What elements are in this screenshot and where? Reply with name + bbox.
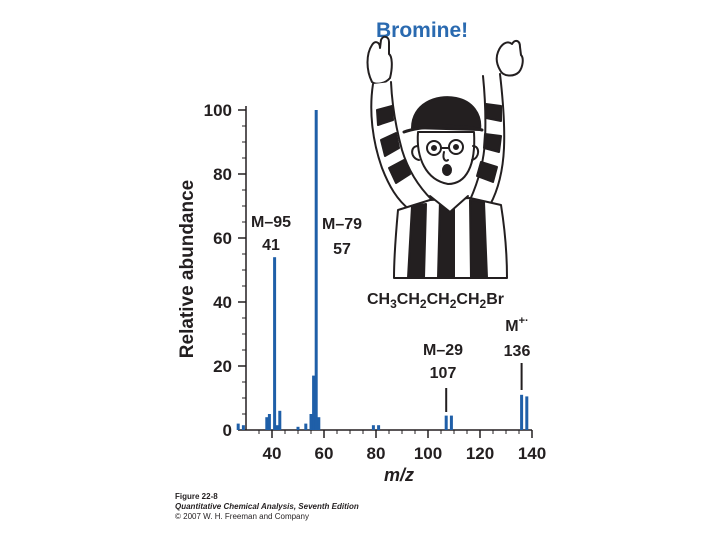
x-tick-label: 40: [263, 444, 282, 463]
spectrum-bar: [377, 425, 381, 430]
y-tick-label: 40: [213, 293, 232, 312]
figure-caption: Figure 22-8 Quantitative Chemical Analys…: [175, 492, 359, 522]
y-tick-label: 100: [204, 101, 232, 120]
y-axis-label: Relative abundance: [177, 180, 198, 358]
annotation-label: M–79: [322, 216, 362, 233]
peak-annotations: M–95 41 M–79 57 M–29 107 M+· 136: [251, 214, 530, 412]
x-tick-label: 120: [466, 444, 494, 463]
book-title: Quantitative Chemical Analysis, Seventh …: [175, 502, 359, 511]
y-ticks: 0 20 40 60 80 100: [204, 101, 246, 440]
figure-number: Figure 22-8: [175, 492, 218, 501]
y-tick-label: 80: [213, 165, 232, 184]
spectrum-bar: [304, 423, 308, 430]
spectrum-bar: [444, 415, 448, 430]
spectrum-bar: [317, 417, 321, 430]
spectrum-bar: [525, 396, 529, 430]
spectrum-bar: [309, 414, 313, 430]
x-tick-label: 100: [414, 444, 442, 463]
annotation-label: M–29: [423, 342, 463, 359]
x-ticks: 40 60 80 100 120 140: [258, 430, 546, 463]
spectrum-bar: [236, 423, 240, 430]
spectrum-bar: [275, 425, 279, 430]
annotation-mz: 57: [333, 241, 351, 258]
y-tick-label: 20: [213, 357, 232, 376]
bar-series: [236, 110, 529, 430]
x-axis-label: m/z: [384, 465, 414, 485]
referee-illustration: [366, 35, 524, 279]
y-tick-label: 0: [223, 421, 232, 440]
spectrum-bar: [449, 415, 453, 430]
y-tick-label: 60: [213, 229, 232, 248]
x-tick-label: 80: [367, 444, 386, 463]
annotation-mz: 107: [430, 365, 457, 382]
spectrum-bar: [371, 425, 375, 430]
x-tick-label: 140: [518, 444, 546, 463]
spectrum-bar: [314, 110, 318, 430]
spectrum-bar: [241, 425, 245, 430]
spectrum-bar: [312, 375, 316, 430]
spectrum-bar: [265, 417, 269, 430]
annotation-mz: 41: [262, 237, 280, 254]
spectrum-bar: [267, 414, 271, 430]
annotation-label: M–95: [251, 214, 291, 231]
x-tick-label: 60: [315, 444, 334, 463]
spectrum-bar: [273, 257, 277, 430]
annotation-label: M+·: [505, 315, 528, 335]
annotation-mz: 136: [504, 343, 531, 360]
spectrum-bar: [278, 410, 282, 430]
spectrum-bar: [520, 394, 524, 430]
molecule-formula: CH3CH2CH2CH2Br: [367, 291, 504, 311]
copyright-line: © 2007 W. H. Freeman and Company: [175, 512, 309, 521]
chart-title: Bromine!: [376, 19, 468, 42]
spectrum-bar: [296, 426, 300, 430]
